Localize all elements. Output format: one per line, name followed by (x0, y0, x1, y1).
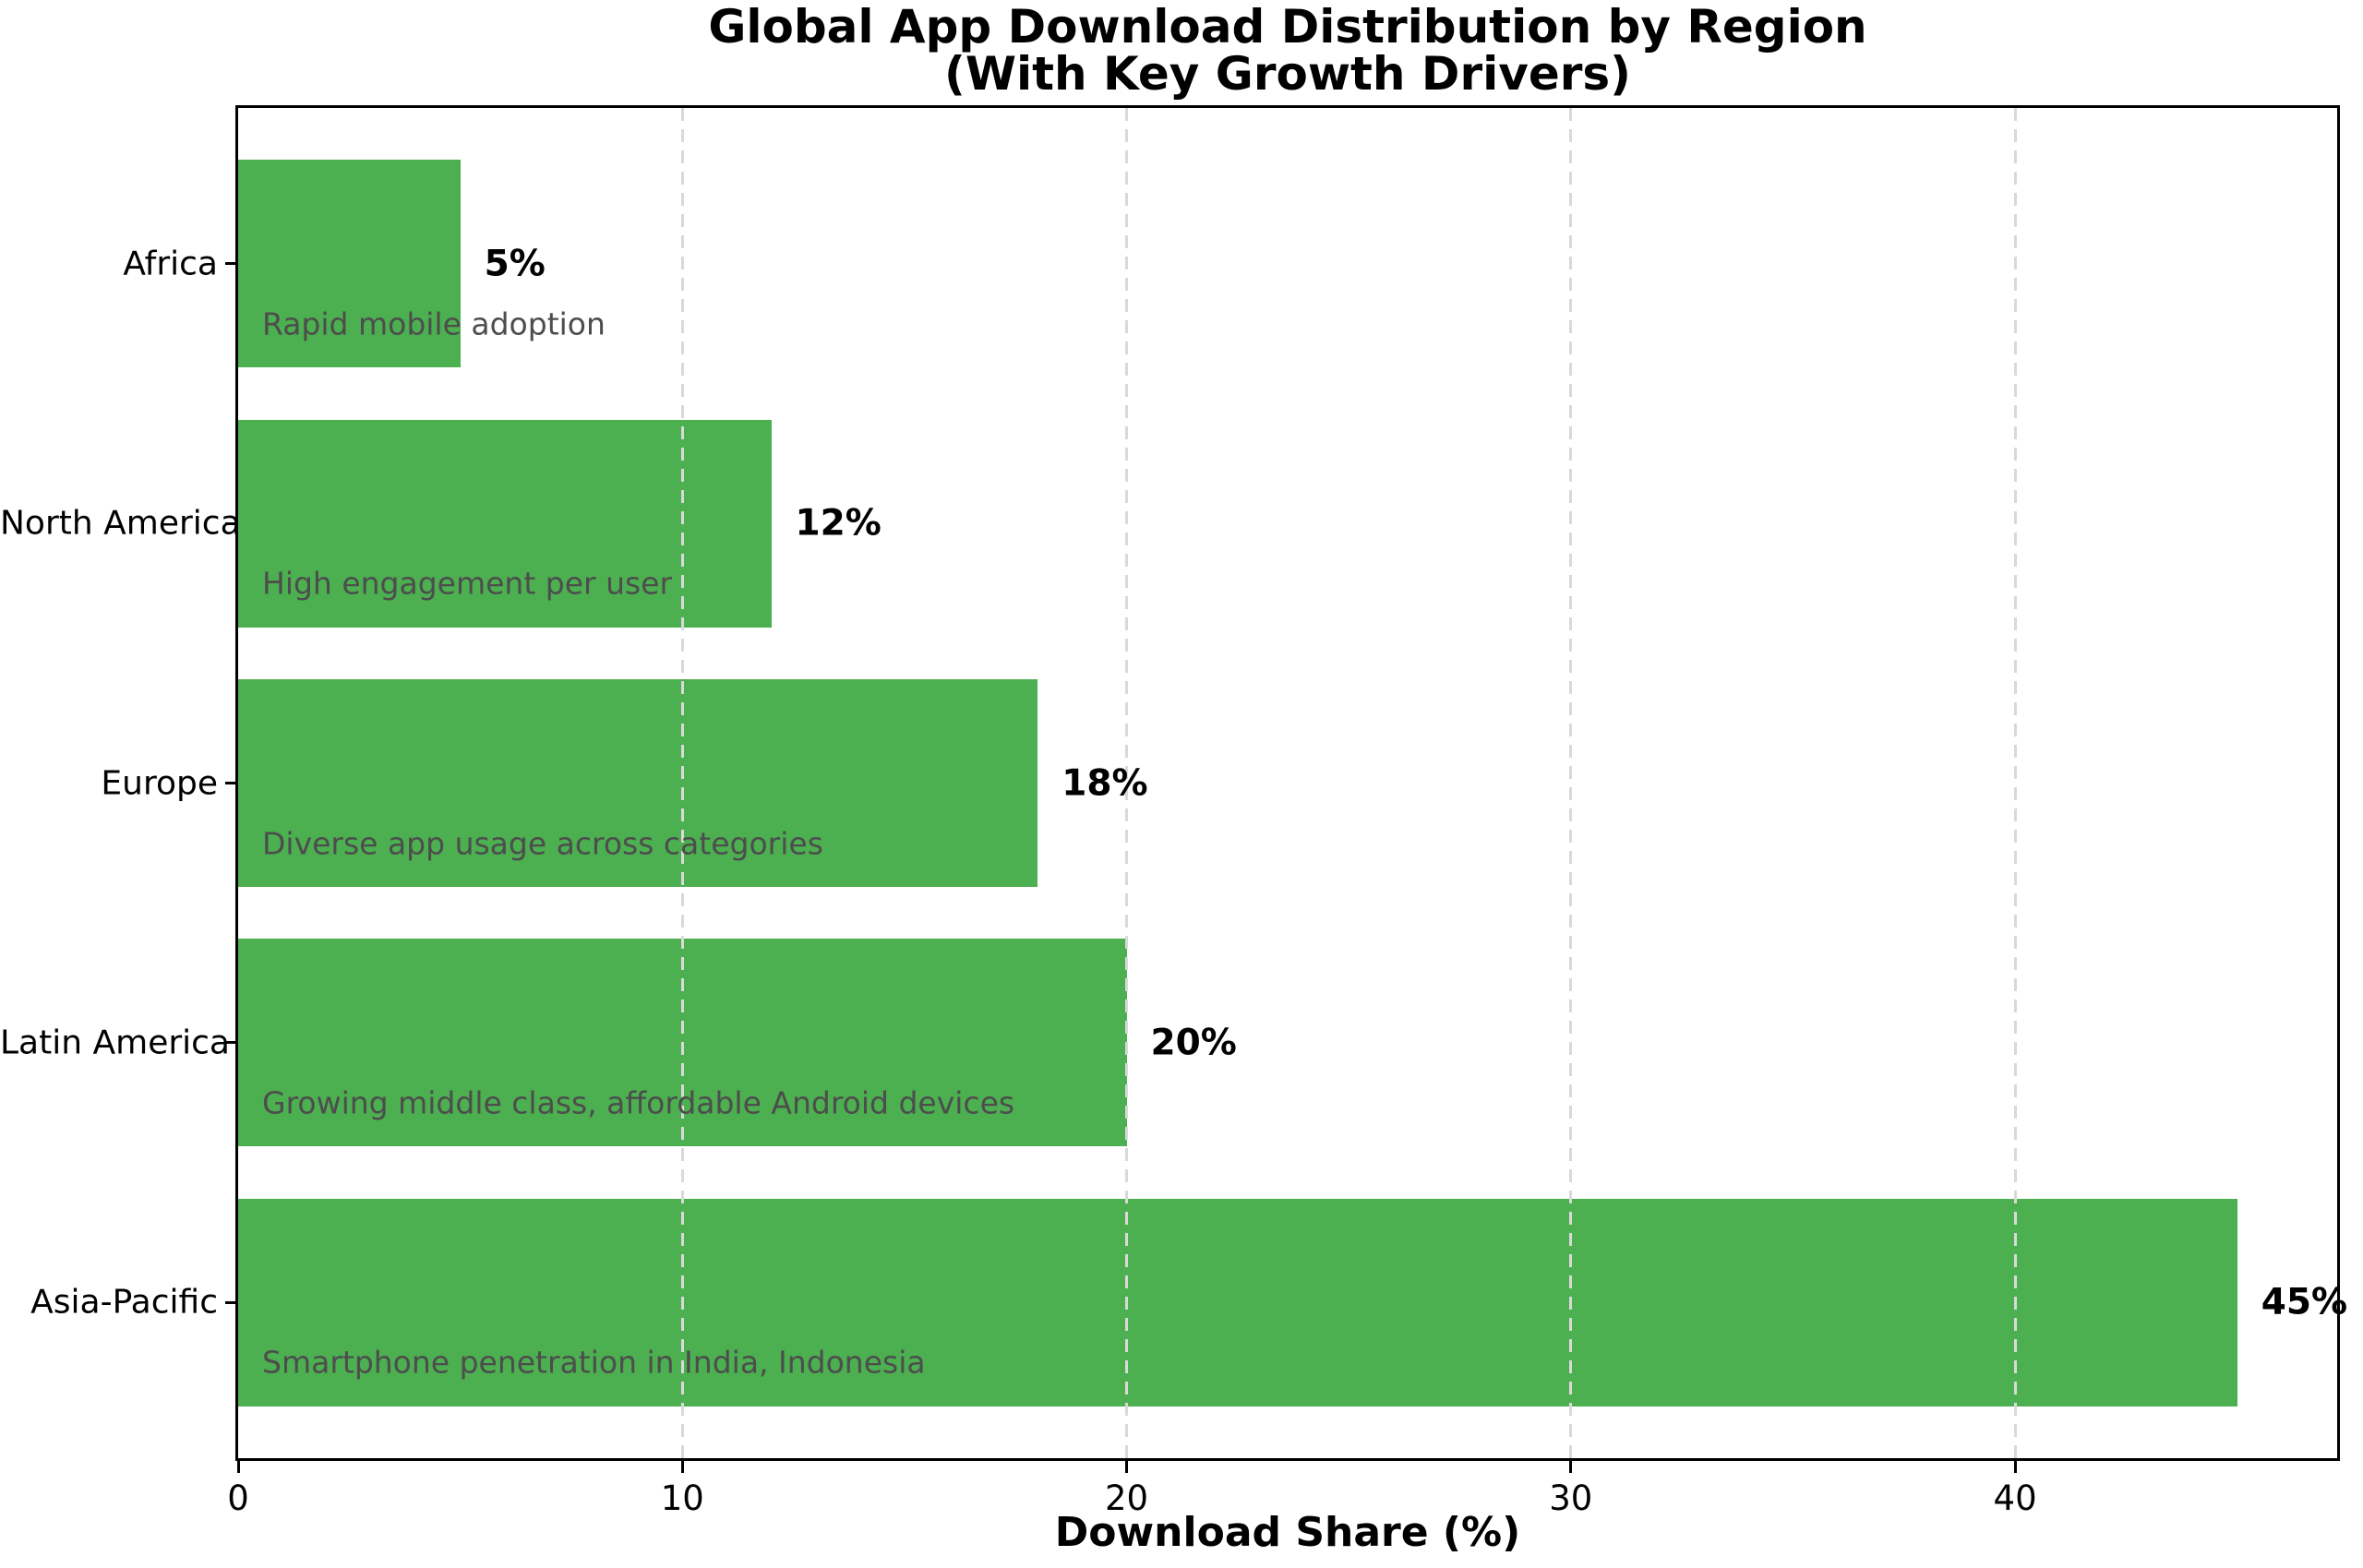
y-tick-north-america (225, 521, 238, 525)
gridline-30 (1569, 108, 1573, 1458)
y-tick-europe (225, 782, 238, 784)
annotation-north-america: High engagement per user (262, 565, 673, 602)
gridline-10 (680, 108, 684, 1458)
annotation-europe: Diverse app usage across categories (262, 825, 823, 861)
gridline-40 (2013, 108, 2017, 1458)
x-tick-40 (2013, 1461, 2017, 1473)
value-label-europe: 18% (1062, 762, 1148, 804)
y-tick-latin-america (225, 1041, 238, 1045)
y-tick-asia-pacific (225, 1300, 238, 1304)
x-tick-10 (680, 1461, 684, 1473)
y-tick-label-north-america: North America (0, 504, 241, 543)
x-tick-30 (1569, 1461, 1573, 1473)
x-tick-label-0: 0 (227, 1478, 249, 1518)
x-tick-label-30: 30 (1549, 1478, 1593, 1518)
y-tick-label-africa: Africa (123, 245, 218, 283)
annotation-asia-pacific: Smartphone penetration in India, Indones… (262, 1344, 926, 1381)
bar-europe (238, 678, 1038, 888)
gridline-20 (1125, 108, 1129, 1458)
value-label-africa: 5% (484, 243, 546, 285)
annotation-africa: Rapid mobile adoption (262, 305, 606, 342)
x-tick-20 (1125, 1461, 1129, 1473)
value-label-north-america: 12% (795, 502, 882, 545)
chart-title-line1: Global App Download Distribution by Regi… (708, 0, 1867, 54)
y-tick-label-latin-america: Latin America (0, 1023, 230, 1062)
chart-title-line2: (With Key Growth Drivers) (943, 47, 1632, 101)
bar-africa (238, 160, 461, 368)
bar-asia-pacific (238, 1198, 2237, 1406)
annotation-latin-america: Growing middle class, affordable Android… (262, 1084, 1015, 1121)
chart-title: Global App Download Distribution by Regi… (238, 4, 2337, 98)
x-tick-label-10: 10 (660, 1478, 704, 1518)
value-label-asia-pacific: 45% (2261, 1281, 2348, 1323)
x-tick-0 (236, 1461, 240, 1473)
x-tick-label-40: 40 (1993, 1478, 2037, 1518)
x-tick-label-20: 20 (1104, 1478, 1149, 1518)
plot-area: 5% Rapid mobile adoption Africa 12% High eng… (0, 105, 2347, 1518)
y-tick-label-asia-pacific: Asia-Pacific (30, 1283, 218, 1322)
x-axis-label: Download Share (%) (1054, 1509, 1521, 1556)
value-label-latin-america: 20% (1150, 1022, 1237, 1064)
y-tick-label-europe: Europe (101, 764, 218, 802)
y-tick-africa (225, 262, 238, 266)
